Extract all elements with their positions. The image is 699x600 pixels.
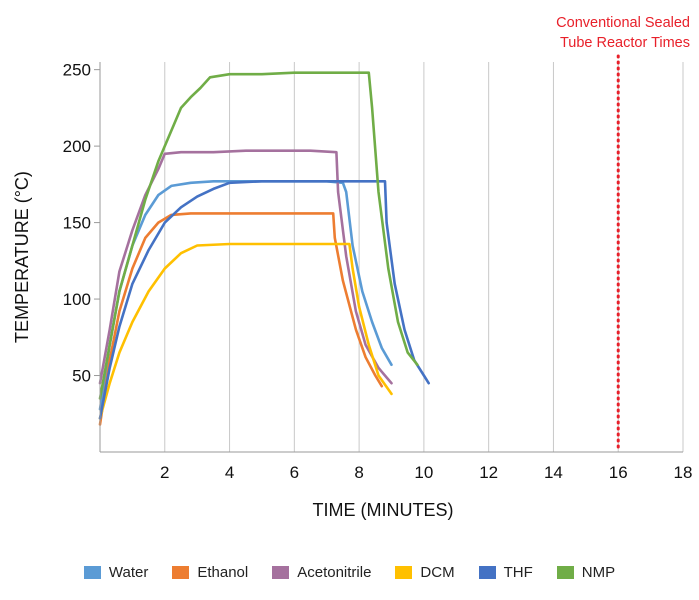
legend-label: DCM [420,563,455,581]
x-tick-label: 4 [225,463,234,482]
x-tick-label: 18 [674,463,693,482]
y-tick-label: 250 [63,61,91,80]
legend-swatch [395,565,413,579]
legend-swatch [83,565,101,579]
legend-label: Water [108,563,149,581]
series-line-nmp [98,71,419,400]
legend-item-thf: THF [478,563,533,581]
x-tick-label: 16 [609,463,628,482]
legend-label: Ethanol [197,563,249,581]
legend-item-nmp: NMP [556,563,616,581]
legend-item-dcm: DCM [395,563,455,581]
y-tick-label: 200 [63,137,91,156]
gridlines [164,62,684,452]
series-line-ethanol [98,212,384,426]
legend-item-ethanol: Ethanol [172,564,248,581]
series-lines [98,71,430,426]
x-tick-label: 8 [354,463,363,482]
legend-swatch [172,565,190,579]
legend-item-water: Water [83,563,149,581]
x-tick-label: 12 [479,463,498,482]
y-tick-label: 50 [72,367,91,386]
y-tick-label: 150 [63,214,91,233]
series-line-acetonitrile [98,149,393,385]
legend-item-acetonitrile: Acetonitrile [272,564,371,581]
annotation-label-line: Conventional Sealed [556,15,690,31]
chart-legend: Water Ethanol Acetonitrile DCM THF NMP [0,560,699,584]
series-line-thf [98,180,430,420]
axes: 2 4 6 8 10 12 14 16 18 50 100 150 200 250 [63,61,693,482]
y-tick-label: 100 [63,290,91,309]
series-line-dcm [98,242,393,420]
legend-label: NMP [581,563,616,581]
axis-labels: TIME (MINUTES) TEMPERATURE (°C) [12,171,454,520]
y-axis-title: TEMPERATURE (°C) [12,171,32,343]
x-tick-label: 6 [290,463,299,482]
x-tick-label: 14 [544,463,563,482]
legend-swatch [478,565,496,579]
annotation-label-line: Tube Reactor Times [560,35,690,51]
legend-swatch [556,565,574,579]
legend-swatch [272,565,290,579]
annotation: Conventional Sealed Tube Reactor Times [556,15,690,454]
x-tick-label: 10 [414,463,433,482]
x-tick-label: 2 [160,463,169,482]
legend-label: Acetonitrile [297,563,372,581]
legend-label: THF [503,563,533,581]
x-axis-title: TIME (MINUTES) [313,500,454,520]
